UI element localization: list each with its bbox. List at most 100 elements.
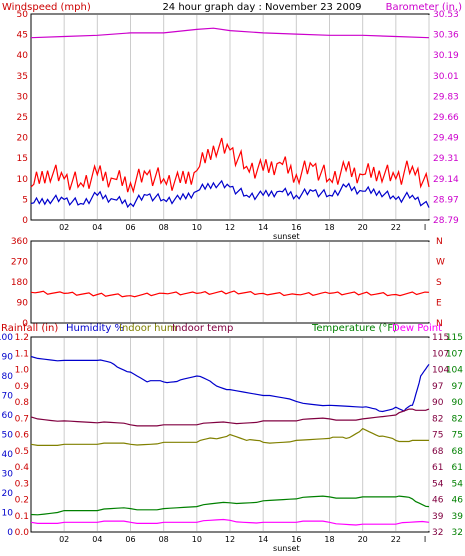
y-tick-label-wind: 0 [22,216,28,226]
windspeed-axis-label: Windspeed (mph) [2,2,91,13]
x-tick-label: 20 [358,535,368,544]
rainfall-axis-label: Rainfall (in) [1,323,58,334]
dew-point-line [30,518,430,526]
y-tick-label-wind: 40 [17,51,29,61]
y-tick-label-rainfall: 0.9 [15,382,30,392]
indoor-hum-line [30,427,429,446]
y-tick-label-temp-left: 82 [432,414,443,424]
y-tick-label-direction: 360 [11,237,28,247]
y-tick-label-barometer: 29.31 [433,154,459,164]
y-tick-label-temp-right: 61 [452,463,463,473]
x-tick-label: 06 [125,535,135,544]
y-tick-label-wind: 20 [17,134,29,144]
y-tick-label-humidity: 0 [7,528,13,538]
y-tick-label-rainfall: 0.6 [15,431,30,441]
y-tick-label-rainfall: 0.8 [15,398,30,408]
compass-label: S [436,278,442,288]
sunset-label: sunset [273,544,300,553]
y-tick-label-temp-left: 39 [432,512,444,522]
indoor-temp-line [30,408,430,427]
y-tick-label-wind: 15 [17,154,28,164]
y-tick-label-rainfall: 1.0 [15,366,30,376]
wind-average-line [30,179,430,209]
y-tick-label-barometer: 30.19 [433,51,459,61]
y-tick-label-temp-right: 46 [452,496,464,506]
y-tick-label-temp-left: 107 [432,349,449,359]
x-tick-label: 10 [192,223,202,232]
y-tick-label-barometer: 29.83 [433,92,459,102]
x-tick-label: 02 [59,535,69,544]
y-tick-label-rainfall: 0.0 [15,528,30,538]
y-tick-label-barometer: 28.97 [433,195,459,205]
x-tick-label: 04 [92,223,102,232]
y-tick-label-humidity: 30 [2,470,14,480]
y-tick-label-temp-left: 32 [432,528,443,538]
y-tick-label-humidity: 10 [2,509,14,519]
y-tick-label-temp-right: 104 [446,366,463,376]
y-tick-label-humidity: 40 [2,450,14,460]
x-tick-label: 08 [159,535,169,544]
indoor-hum-legend: Indoor hum [119,323,177,334]
x-tick-label: 02 [59,223,69,232]
y-tick-label-barometer: 30.36 [433,31,459,41]
x-tick-label: 16 [291,535,301,544]
y-tick-label-direction: 0 [22,319,28,329]
y-tick-label-temp-right: 68 [452,447,464,457]
x-tick-label: 14 [258,223,268,232]
y-tick-label-wind: 50 [17,10,29,20]
y-tick-label-temp-right: 115 [446,333,463,343]
y-tick-label-temp-left: 54 [432,479,444,489]
y-tick-label-humidity: 20 [2,489,14,499]
y-tick-label-temp-left: 61 [432,463,443,473]
y-tick-label-wind: 30 [17,92,29,102]
x-tick-label: 22 [391,223,401,232]
y-tick-label-humidity: 80 [2,372,14,382]
y-tick-label-wind: 35 [17,72,28,82]
y-tick-label-temp-right: 82 [452,414,463,424]
x-tick-label: 18 [324,535,334,544]
y-tick-label-barometer: 28.79 [433,216,459,226]
y-tick-label-barometer: 30.01 [433,72,459,82]
compass-label: E [436,299,442,309]
compass-label: N [436,237,443,247]
humidity-legend: Humidity % [66,323,124,334]
y-tick-label-direction: 90 [17,299,29,309]
y-tick-label-temp-left: 90 [432,398,444,408]
x-tick-label: 06 [125,223,135,232]
y-tick-label-wind: 25 [17,113,28,123]
y-tick-label-direction: 180 [11,278,28,288]
y-tick-label-temp-right: 75 [452,431,463,441]
y-tick-label-rainfall: 0.2 [15,496,29,506]
y-tick-label-barometer: 29.14 [433,175,459,185]
chart-title: 24 hour graph day : November 23 2009 [162,2,361,13]
y-tick-label-wind: 45 [17,31,28,41]
y-tick-label-wind: 10 [17,175,29,185]
y-tick-label-temp-right: 107 [446,349,463,359]
y-tick-label-humidity: 50 [2,431,14,441]
sunset-label: sunset [273,232,300,241]
y-tick-label-temp-right: 97 [452,382,463,392]
barometer-axis-label: Barometer (in.) [386,2,462,13]
y-tick-label-rainfall: 0.3 [15,479,29,489]
x-tick-label: 04 [92,535,102,544]
windspeed-line [30,137,430,194]
x-tick-label: I [424,535,426,544]
wind-direction-line [30,290,430,298]
y-tick-label-barometer: 29.49 [433,134,459,144]
y-tick-label-humidity: 70 [2,392,14,402]
dew-point-legend: Dew Point [392,323,442,334]
y-tick-label-temp-right: 32 [452,528,463,538]
y-tick-label-humidity: 90 [2,353,14,363]
y-tick-label-temp-left: 104 [432,366,449,376]
x-tick-label: 12 [225,535,235,544]
x-tick-label: 08 [159,223,169,232]
y-tick-label-temp-left: 46 [432,496,444,506]
compass-label: W [436,258,445,268]
barometer-line [30,27,430,39]
x-tick-label: I [424,223,426,232]
y-tick-label-temp-left: 75 [432,431,443,441]
humidity-line [30,355,430,413]
x-tick-label: 18 [324,223,334,232]
